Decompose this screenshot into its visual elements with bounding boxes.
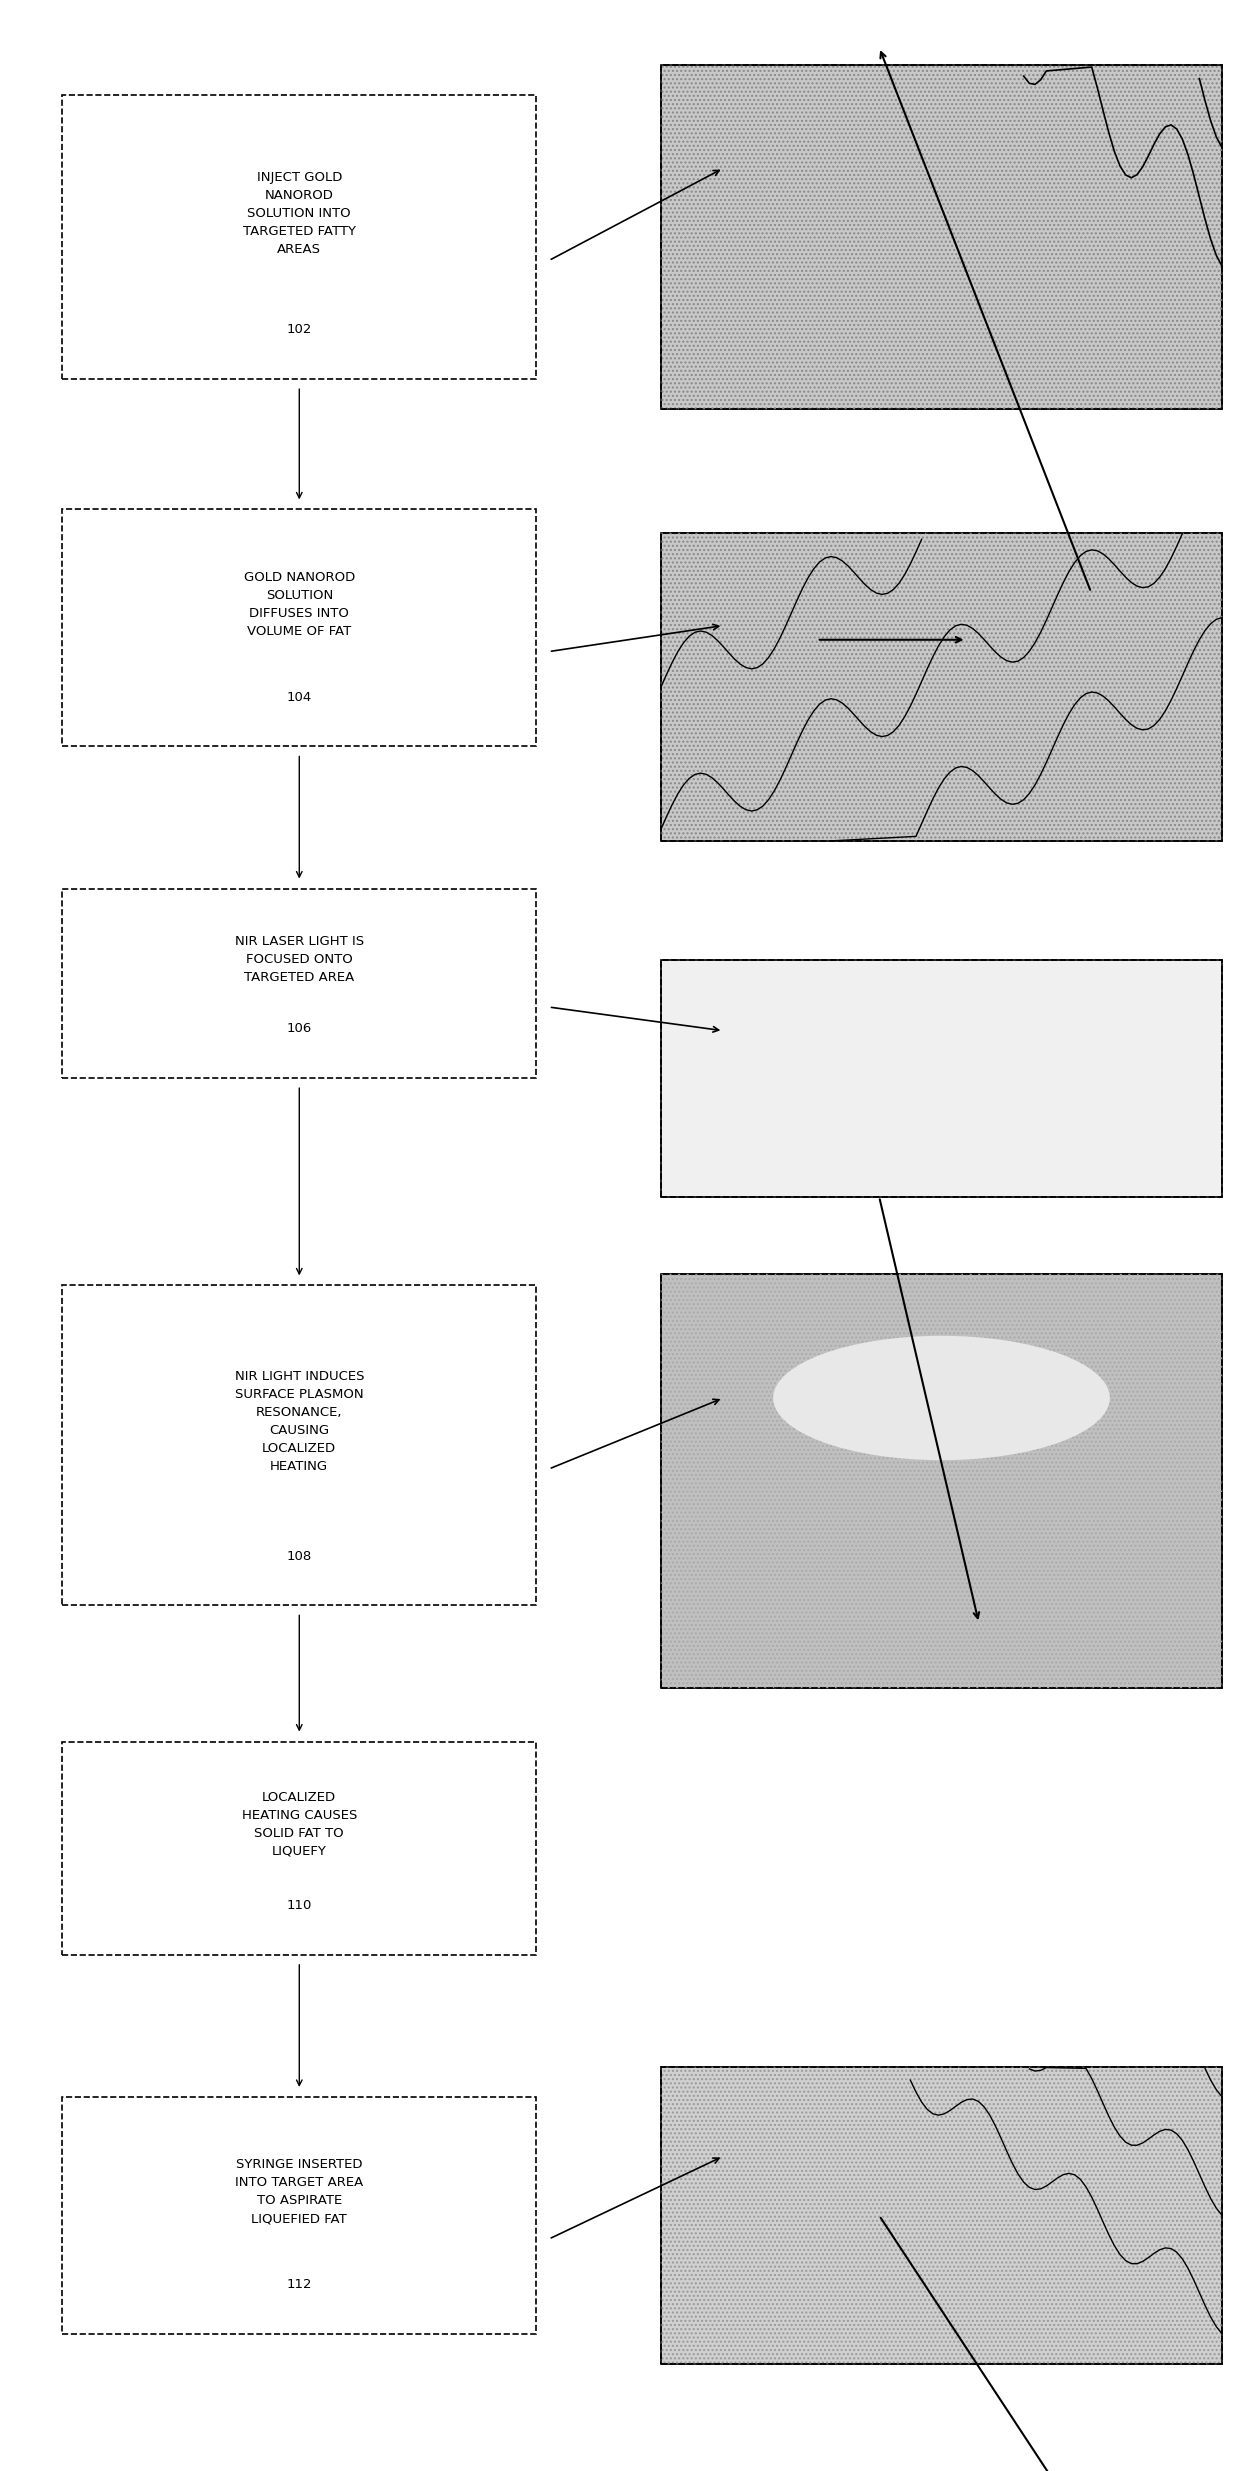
Bar xyxy=(661,64,1222,408)
Text: LOCALIZED
HEATING CAUSES
SOLID FAT TO
LIQUEFY: LOCALIZED HEATING CAUSES SOLID FAT TO LI… xyxy=(242,1791,357,1858)
Text: 110: 110 xyxy=(287,1900,312,1913)
FancyBboxPatch shape xyxy=(62,1742,536,1955)
Text: SYRINGE INSERTED
INTO TARGET AREA
TO ASPIRATE
LIQUEFIED FAT: SYRINGE INSERTED INTO TARGET AREA TO ASP… xyxy=(236,2157,363,2226)
Text: 104: 104 xyxy=(287,692,312,704)
Bar xyxy=(661,534,1222,840)
FancyBboxPatch shape xyxy=(62,1285,536,1606)
Bar xyxy=(661,64,1222,408)
FancyBboxPatch shape xyxy=(62,890,536,1077)
Bar xyxy=(661,64,1222,408)
Bar xyxy=(661,2068,1222,2365)
Text: 108: 108 xyxy=(287,1549,312,1562)
Bar xyxy=(661,534,1222,840)
Text: INJECT GOLD
NANOROD
SOLUTION INTO
TARGETED FATTY
AREAS: INJECT GOLD NANOROD SOLUTION INTO TARGET… xyxy=(243,170,355,257)
Bar xyxy=(661,1273,1222,1688)
Bar xyxy=(661,959,1222,1196)
Text: GOLD NANOROD
SOLUTION
DIFFUSES INTO
VOLUME OF FAT: GOLD NANOROD SOLUTION DIFFUSES INTO VOLU… xyxy=(243,571,355,638)
Text: 106: 106 xyxy=(287,1023,312,1035)
Text: NIR LASER LIGHT IS
FOCUSED ONTO
TARGETED AREA: NIR LASER LIGHT IS FOCUSED ONTO TARGETED… xyxy=(234,934,364,983)
Bar xyxy=(661,959,1222,1196)
Text: 112: 112 xyxy=(287,2278,312,2291)
Bar xyxy=(661,534,1222,840)
Text: 102: 102 xyxy=(287,324,312,336)
Bar xyxy=(661,2068,1222,2365)
FancyBboxPatch shape xyxy=(62,2098,536,2335)
Text: NIR LIGHT INDUCES
SURFACE PLASMON
RESONANCE,
CAUSING
LOCALIZED
HEATING: NIR LIGHT INDUCES SURFACE PLASMON RESONA… xyxy=(234,1371,364,1473)
Bar xyxy=(661,1273,1222,1688)
FancyBboxPatch shape xyxy=(62,509,536,746)
Ellipse shape xyxy=(773,1337,1110,1460)
Bar xyxy=(661,1273,1222,1688)
Bar xyxy=(661,2068,1222,2365)
FancyBboxPatch shape xyxy=(62,94,536,378)
